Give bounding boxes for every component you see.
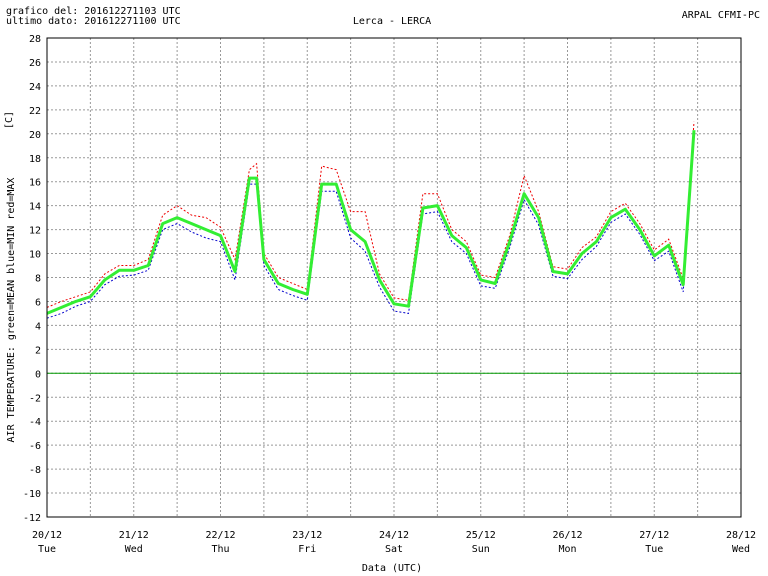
- y-tick-label: -12: [23, 513, 41, 524]
- header-last-data-time: ultimo dato: 201612271100 UTC: [6, 16, 181, 27]
- x-tick-date: 26/12: [552, 530, 582, 541]
- x-tick-date: 28/12: [726, 530, 756, 541]
- y-tick-label: 4: [35, 321, 41, 332]
- x-tick-date: 23/12: [292, 530, 322, 541]
- series-lines: [46, 121, 741, 374]
- x-tick-day: Fri: [298, 544, 316, 555]
- series-max-line: [46, 121, 695, 308]
- x-tick-day: Tue: [38, 544, 56, 555]
- y-tick-label: 20: [29, 130, 41, 141]
- y-tick-label: 14: [29, 202, 41, 213]
- y-tick-label: 2: [35, 345, 41, 356]
- x-tick-day: Tue: [645, 544, 663, 555]
- y-tick-label: -8: [29, 465, 41, 476]
- x-tick-day: Sun: [472, 544, 490, 555]
- series-min-line: [46, 139, 695, 319]
- x-tick-date: 24/12: [379, 530, 409, 541]
- y-tick-label: 18: [29, 154, 41, 165]
- chart-title: Lerca - LERCA: [353, 16, 431, 27]
- y-tick-label: -10: [23, 489, 41, 500]
- y-tick-label: 16: [29, 178, 41, 189]
- y-axis-unit: [C]: [4, 111, 15, 129]
- grid: [47, 38, 741, 517]
- x-tick-date: 20/12: [32, 530, 62, 541]
- y-tick-label: 10: [29, 250, 41, 261]
- x-tick-day: Sat: [385, 544, 403, 555]
- x-tick-date: 22/12: [205, 530, 235, 541]
- y-tick-label: -4: [29, 417, 41, 428]
- x-tick-date: 21/12: [119, 530, 149, 541]
- y-tick-label: 8: [35, 274, 41, 285]
- x-tick-date: 25/12: [466, 530, 496, 541]
- y-tick-label: 28: [29, 34, 41, 45]
- y-tick-label: 26: [29, 58, 41, 69]
- plot-frame: [46, 37, 742, 518]
- y-tick-label: -6: [29, 441, 41, 452]
- x-tick-day: Mon: [558, 544, 576, 555]
- y-tick-label: 6: [35, 297, 41, 308]
- x-tick-date: 27/12: [639, 530, 669, 541]
- axis-ticks: 2826242220181614121086420-2-4-6-8-10-122…: [23, 34, 756, 555]
- y-tick-label: 12: [29, 226, 41, 237]
- y-tick-label: -2: [29, 393, 41, 404]
- y-tick-label: 22: [29, 106, 41, 117]
- x-tick-day: Wed: [125, 544, 143, 555]
- x-tick-day: Wed: [732, 544, 750, 555]
- y-tick-label: 24: [29, 82, 41, 93]
- x-tick-day: Thu: [211, 544, 229, 555]
- x-axis-label: Data (UTC): [362, 563, 422, 574]
- y-axis-label: AIR TEMPERATURE: green=MEAN blue=MIN red…: [6, 178, 17, 443]
- header-graph-time: grafico del: 201612271103 UTC: [6, 6, 181, 17]
- series-mean-line: [46, 130, 696, 315]
- header-organization: ARPAL CFMI-PC: [682, 10, 760, 21]
- y-tick-label: 0: [35, 369, 41, 380]
